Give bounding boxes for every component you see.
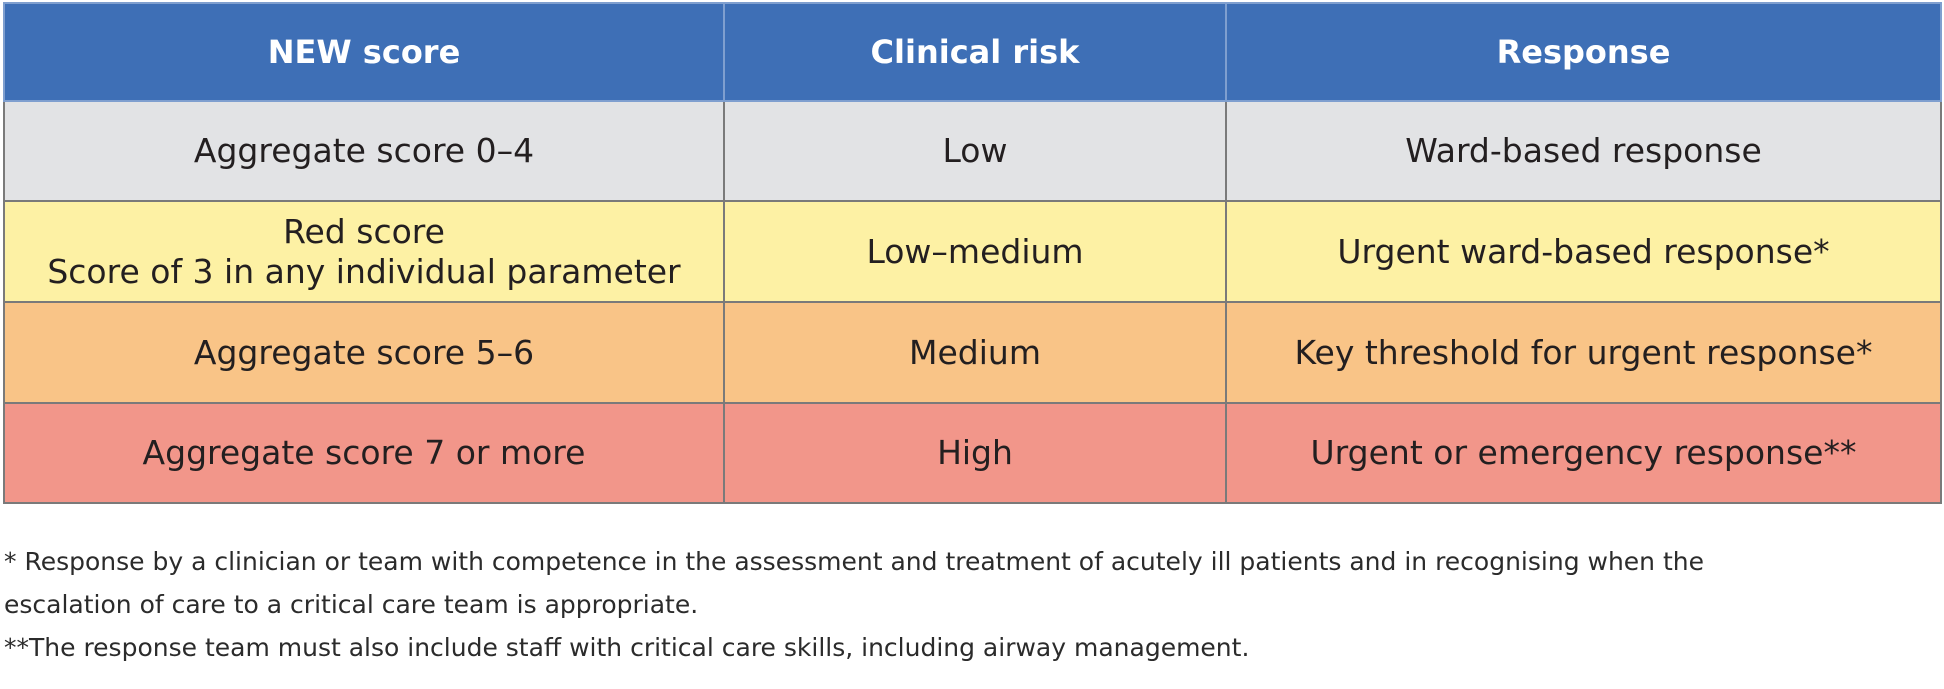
risk-cell: Medium [723, 301, 1227, 404]
response-cell: Urgent or emergency response** [1225, 402, 1942, 504]
header-new-score: NEW score [3, 2, 725, 102]
table-row: Aggregate score 0–4 Low Ward-based respo… [3, 100, 1942, 202]
footnote-single-asterisk-line1: * Response by a clinician or team with c… [4, 547, 1704, 576]
risk-cell: Low [723, 100, 1227, 202]
score-text: Score of 3 in any individual parameter [47, 251, 681, 291]
header-clinical-risk: Clinical risk [723, 2, 1227, 102]
score-cell: Aggregate score 7 or more [3, 402, 725, 504]
response-cell: Ward-based response [1225, 100, 1942, 202]
score-cell: Red score Score of 3 in any individual p… [3, 200, 725, 303]
table-header-row: NEW score Clinical risk Response [3, 2, 1942, 102]
risk-cell: High [723, 402, 1227, 504]
score-text: Aggregate score 7 or more [142, 433, 586, 473]
new-score-table: NEW score Clinical risk Response Aggrega… [3, 2, 1942, 504]
response-cell: Key threshold for urgent response* [1225, 301, 1942, 404]
score-text: Aggregate score 0–4 [193, 131, 535, 171]
header-response: Response [1225, 2, 1942, 102]
footnote-double-asterisk: **The response team must also include st… [4, 633, 1250, 662]
footnote-single-asterisk-line2: escalation of care to a critical care te… [4, 590, 699, 619]
score-cell: Aggregate score 5–6 [3, 301, 725, 404]
risk-cell: Low–medium [723, 200, 1227, 303]
new-score-table-container: NEW score Clinical risk Response Aggrega… [3, 2, 1942, 504]
table-row: Aggregate score 7 or more High Urgent or… [3, 402, 1942, 504]
score-text: Red score [283, 211, 445, 251]
table-row: Aggregate score 5–6 Medium Key threshold… [3, 301, 1942, 404]
score-cell: Aggregate score 0–4 [3, 100, 725, 202]
footnotes: * Response by a clinician or team with c… [4, 540, 1934, 669]
score-text: Aggregate score 5–6 [193, 332, 535, 372]
table-row: Red score Score of 3 in any individual p… [3, 200, 1942, 303]
response-cell: Urgent ward-based response* [1225, 200, 1942, 303]
